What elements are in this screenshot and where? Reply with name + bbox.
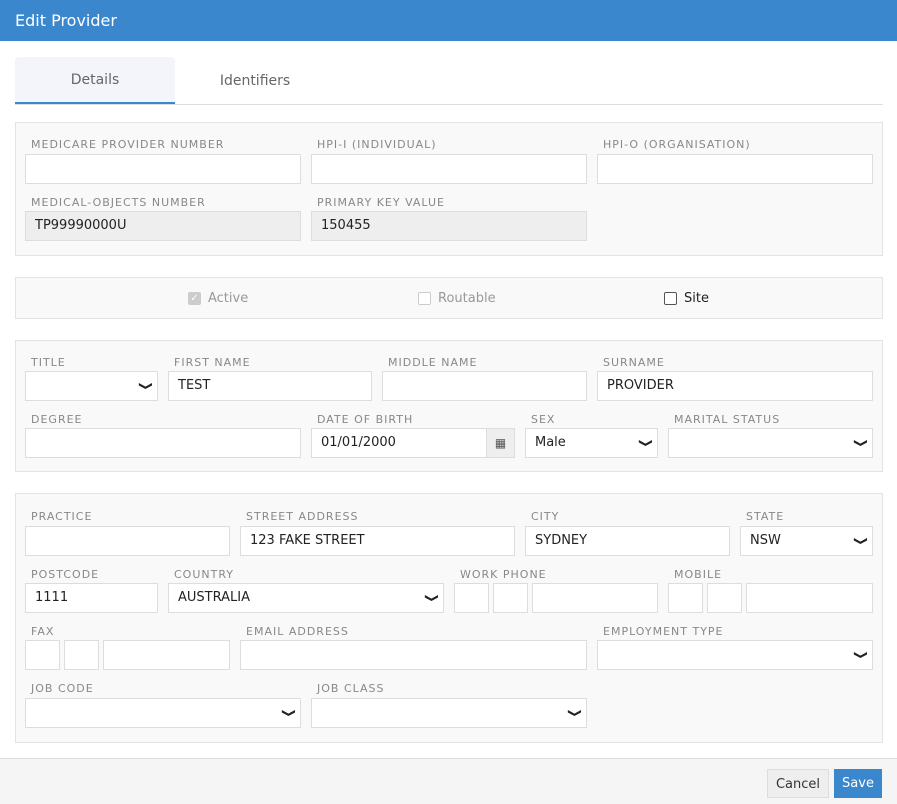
work-phone-label: WORK PHONE xyxy=(460,568,547,581)
title-select[interactable]: ❯ xyxy=(25,371,158,401)
active-label: Active xyxy=(208,291,249,306)
hpii-label: HPI-I (INDIVIDUAL) xyxy=(317,138,437,151)
routable-checkbox: Routable xyxy=(418,291,496,306)
postcode-input[interactable]: 1111 xyxy=(25,583,158,613)
practice-input[interactable] xyxy=(25,526,230,556)
surname-input[interactable]: PROVIDER xyxy=(597,371,873,401)
middle-name-input[interactable] xyxy=(382,371,587,401)
routable-label: Routable xyxy=(438,291,496,306)
title-label: TITLE xyxy=(31,356,66,369)
street-input[interactable]: 123 FAKE STREET xyxy=(240,526,515,556)
mo-number-label: MEDICAL-OBJECTS NUMBER xyxy=(31,196,206,209)
fax-number-input[interactable] xyxy=(103,640,230,670)
city-input[interactable]: SYDNEY xyxy=(525,526,730,556)
surname-label: SURNAME xyxy=(603,356,665,369)
marital-status-select[interactable]: ❯ xyxy=(668,428,873,458)
dialog-title: Edit Provider xyxy=(0,0,897,41)
country-label: COUNTRY xyxy=(174,568,234,581)
dob-label: DATE OF BIRTH xyxy=(317,413,414,426)
work-phone-number-input[interactable] xyxy=(532,583,658,613)
cancel-button[interactable]: Cancel xyxy=(767,769,829,798)
flags-panel xyxy=(15,277,883,319)
hpii-input[interactable] xyxy=(311,154,587,184)
street-label: STREET ADDRESS xyxy=(246,510,359,523)
save-button[interactable]: Save xyxy=(834,769,882,798)
primary-key-label: PRIMARY KEY VALUE xyxy=(317,196,445,209)
first-name-input[interactable]: TEST xyxy=(168,371,372,401)
sex-label: SEX xyxy=(531,413,556,426)
mo-number-input: TP99990000U xyxy=(25,211,301,241)
site-label: Site xyxy=(684,291,709,306)
email-label: EMAIL ADDRESS xyxy=(246,625,349,638)
job-code-select[interactable]: ❯ xyxy=(25,698,301,728)
chevron-down-icon: ❯ xyxy=(638,438,654,448)
email-input[interactable] xyxy=(240,640,587,670)
calendar-icon[interactable]: ▦ xyxy=(486,429,514,457)
middle-name-label: MIDDLE NAME xyxy=(388,356,478,369)
chevron-down-icon: ❯ xyxy=(853,650,869,660)
chevron-down-icon: ❯ xyxy=(281,708,297,718)
work-phone-area-input[interactable] xyxy=(493,583,528,613)
tab-details[interactable]: Details xyxy=(15,57,175,105)
work-phone-country-input[interactable] xyxy=(454,583,489,613)
chevron-down-icon: ❯ xyxy=(138,381,154,391)
country-select[interactable]: AUSTRALIA ❯ xyxy=(168,583,444,613)
city-label: CITY xyxy=(531,510,560,523)
site-checkbox[interactable]: Site xyxy=(664,291,709,306)
mobile-number-input[interactable] xyxy=(746,583,873,613)
primary-key-input: 150455 xyxy=(311,211,587,241)
check-icon: ✓ xyxy=(188,292,201,305)
fax-country-input[interactable] xyxy=(25,640,60,670)
chevron-down-icon: ❯ xyxy=(567,708,583,718)
employment-type-label: EMPLOYMENT TYPE xyxy=(603,625,724,638)
first-name-label: FIRST NAME xyxy=(174,356,251,369)
active-checkbox: ✓ Active xyxy=(188,291,248,306)
tab-divider xyxy=(15,104,883,105)
degree-input[interactable] xyxy=(25,428,301,458)
mobile-label: MOBILE xyxy=(674,568,723,581)
tab-identifiers[interactable]: Identifiers xyxy=(219,73,291,89)
mobile-area-input[interactable] xyxy=(707,583,742,613)
employment-type-select[interactable]: ❯ xyxy=(597,640,873,670)
job-class-label: JOB CLASS xyxy=(317,682,385,695)
dob-input[interactable]: 01/01/2000 ▦ xyxy=(311,428,515,458)
checkbox-box xyxy=(418,292,431,305)
chevron-down-icon: ❯ xyxy=(853,438,869,448)
chevron-down-icon: ❯ xyxy=(424,593,440,603)
job-code-label: JOB CODE xyxy=(31,682,94,695)
hpio-label: HPI-O (ORGANISATION) xyxy=(603,138,751,151)
dialog-footer xyxy=(0,758,897,804)
chevron-down-icon: ❯ xyxy=(853,536,869,546)
job-class-select[interactable]: ❯ xyxy=(311,698,587,728)
marital-status-label: MARITAL STATUS xyxy=(674,413,781,426)
state-label: STATE xyxy=(746,510,785,523)
state-select[interactable]: NSW ❯ xyxy=(740,526,873,556)
medicare-input[interactable] xyxy=(25,154,301,184)
postcode-label: POSTCODE xyxy=(31,568,100,581)
practice-label: PRACTICE xyxy=(31,510,93,523)
fax-label: FAX xyxy=(31,625,55,638)
mobile-country-input[interactable] xyxy=(668,583,703,613)
sex-select[interactable]: Male ❯ xyxy=(525,428,658,458)
checkbox-box[interactable] xyxy=(664,292,677,305)
medicare-label: MEDICARE PROVIDER NUMBER xyxy=(31,138,225,151)
hpio-input[interactable] xyxy=(597,154,873,184)
degree-label: DEGREE xyxy=(31,413,83,426)
fax-area-input[interactable] xyxy=(64,640,99,670)
